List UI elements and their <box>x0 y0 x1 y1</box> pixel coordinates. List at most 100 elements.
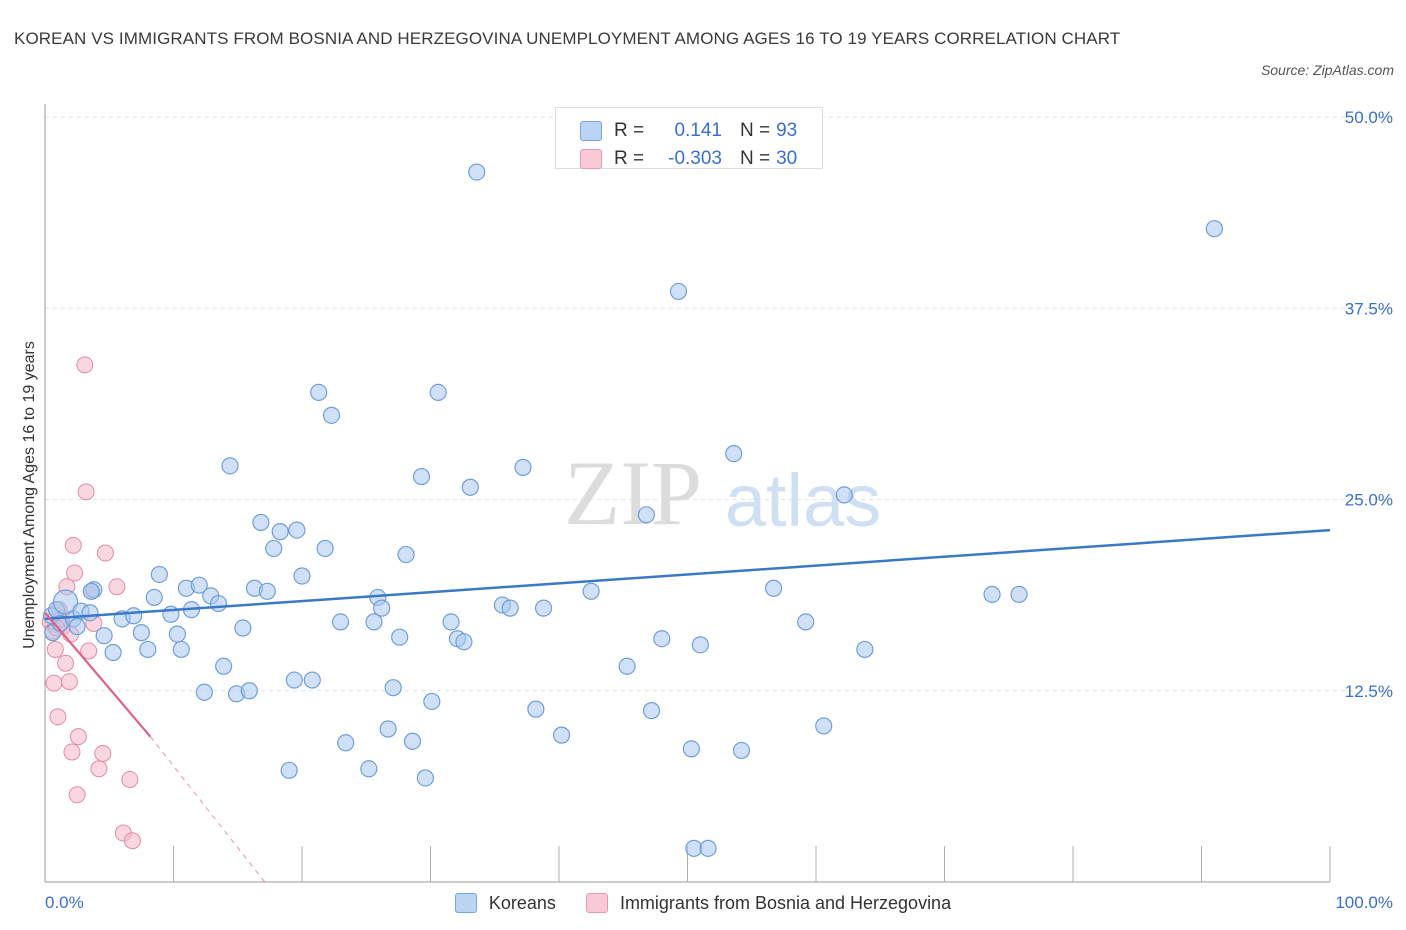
korean-point <box>416 769 434 787</box>
korean-point <box>391 628 409 646</box>
bosnia-point <box>63 743 81 761</box>
korean-point <box>285 671 303 689</box>
korean-point <box>125 607 143 625</box>
bosnia-trend-extension <box>149 736 266 883</box>
legend-label-bosnia: Immigrants from Bosnia and Herzegovina <box>619 892 952 913</box>
korean-point <box>293 567 311 585</box>
korean-points <box>42 108 1223 857</box>
korean-point <box>725 445 743 463</box>
bosnia-point <box>45 674 63 692</box>
watermark: ZIP atlas <box>564 442 881 544</box>
x-tick-label: 0.0% <box>45 893 84 912</box>
korean-point <box>1010 585 1028 603</box>
korean-point <box>271 523 289 541</box>
korean-point <box>316 539 334 558</box>
korean-point <box>691 636 709 654</box>
korean-point <box>365 613 383 631</box>
korean-point <box>442 613 460 631</box>
korean-point <box>764 579 783 597</box>
korean-point <box>209 594 228 613</box>
korean-point <box>234 619 252 637</box>
korean-point <box>815 717 833 735</box>
bosnia-point <box>46 640 64 658</box>
watermark-zip: ZIP <box>564 442 702 544</box>
y-tick-label: 12.5% <box>1345 682 1393 701</box>
y-tick-label: 37.5% <box>1345 299 1393 318</box>
bosnia-point <box>66 564 84 582</box>
y-axis-label: Unemployment Among Ages 16 to 19 years <box>21 341 38 649</box>
bosnia-point <box>80 642 98 660</box>
korean-point <box>280 761 298 779</box>
korean-point <box>527 700 545 718</box>
korean-point <box>337 734 355 752</box>
korean-point <box>582 582 600 600</box>
y-tick-label: 50.0% <box>1345 108 1393 127</box>
korean-point <box>215 657 233 675</box>
korean-point <box>104 643 122 662</box>
legend-r-value: 0.141 <box>674 120 722 141</box>
watermark-atlas: atlas <box>725 459 881 542</box>
series-legend: Koreans Immigrants from Bosnia and Herze… <box>0 890 1406 916</box>
bosnia-point <box>108 578 126 596</box>
korean-point <box>835 486 853 504</box>
korean-point <box>258 582 276 600</box>
korean-point <box>139 640 157 659</box>
legend-label-koreans: Koreans <box>488 892 556 913</box>
korean-point <box>682 740 700 758</box>
trend-layer <box>44 528 1331 883</box>
korean-point <box>132 624 150 642</box>
korean-point <box>145 588 163 607</box>
bosnia-point <box>57 654 75 672</box>
korean-point <box>240 682 258 700</box>
korean-point <box>310 383 328 401</box>
legend-n-label: N = <box>740 148 771 169</box>
korean-point <box>461 478 479 496</box>
korean-point <box>552 726 571 744</box>
korean-point <box>797 613 815 631</box>
legend-swatch-blue <box>454 893 477 913</box>
bosnia-point <box>60 673 78 691</box>
korean-point <box>429 383 447 401</box>
korean-point <box>195 683 213 701</box>
korean-point <box>95 627 113 645</box>
korean-point <box>983 585 1001 603</box>
korean-point <box>412 467 431 486</box>
bosnia-point <box>96 544 114 562</box>
axis-layer: 12.5% 25.0% 37.5% 50.0% 0.0% 100.0% <box>44 104 1393 912</box>
korean-point <box>669 282 688 301</box>
korean-point <box>642 702 661 720</box>
legend-swatch-pink <box>585 893 608 913</box>
korean-point <box>265 539 283 558</box>
korean-point <box>455 633 473 651</box>
korean-point <box>732 741 751 760</box>
bosnia-point <box>76 356 94 374</box>
korean-point <box>82 582 100 600</box>
korean-point <box>501 599 519 617</box>
korean-point <box>360 760 378 778</box>
korean-point <box>81 604 99 622</box>
bosnia-point <box>94 744 112 762</box>
korean-point <box>379 720 397 738</box>
korean-point <box>150 565 168 584</box>
bosnia-point <box>49 708 67 726</box>
bosnia-point <box>90 760 108 778</box>
grid-layer <box>45 116 1392 692</box>
bosnia-point <box>121 770 139 788</box>
legend-n-value: 30 <box>776 148 798 169</box>
bosnia-point <box>68 786 86 804</box>
korean-point <box>653 630 671 648</box>
legend-r-value: -0.303 <box>668 148 722 169</box>
korean-point <box>68 617 86 636</box>
legend-item-bosnia[interactable]: Immigrants from Bosnia and Herzegovina <box>585 892 952 914</box>
legend-n-label: N = <box>740 120 771 141</box>
x-tick-label: 100.0% <box>1335 893 1393 912</box>
bosnia-trend-line <box>44 612 152 738</box>
legend-item-koreans[interactable]: Koreans <box>454 892 556 914</box>
legend-swatch-blue <box>580 121 602 141</box>
korean-point <box>637 506 655 524</box>
korean-trend-line <box>44 528 1331 621</box>
chart-title: KOREAN VS IMMIGRANTS FROM BOSNIA AND HER… <box>14 29 1121 48</box>
legend-r-label: R = <box>614 120 645 141</box>
korean-point <box>856 640 874 659</box>
bosnia-point <box>123 832 141 850</box>
